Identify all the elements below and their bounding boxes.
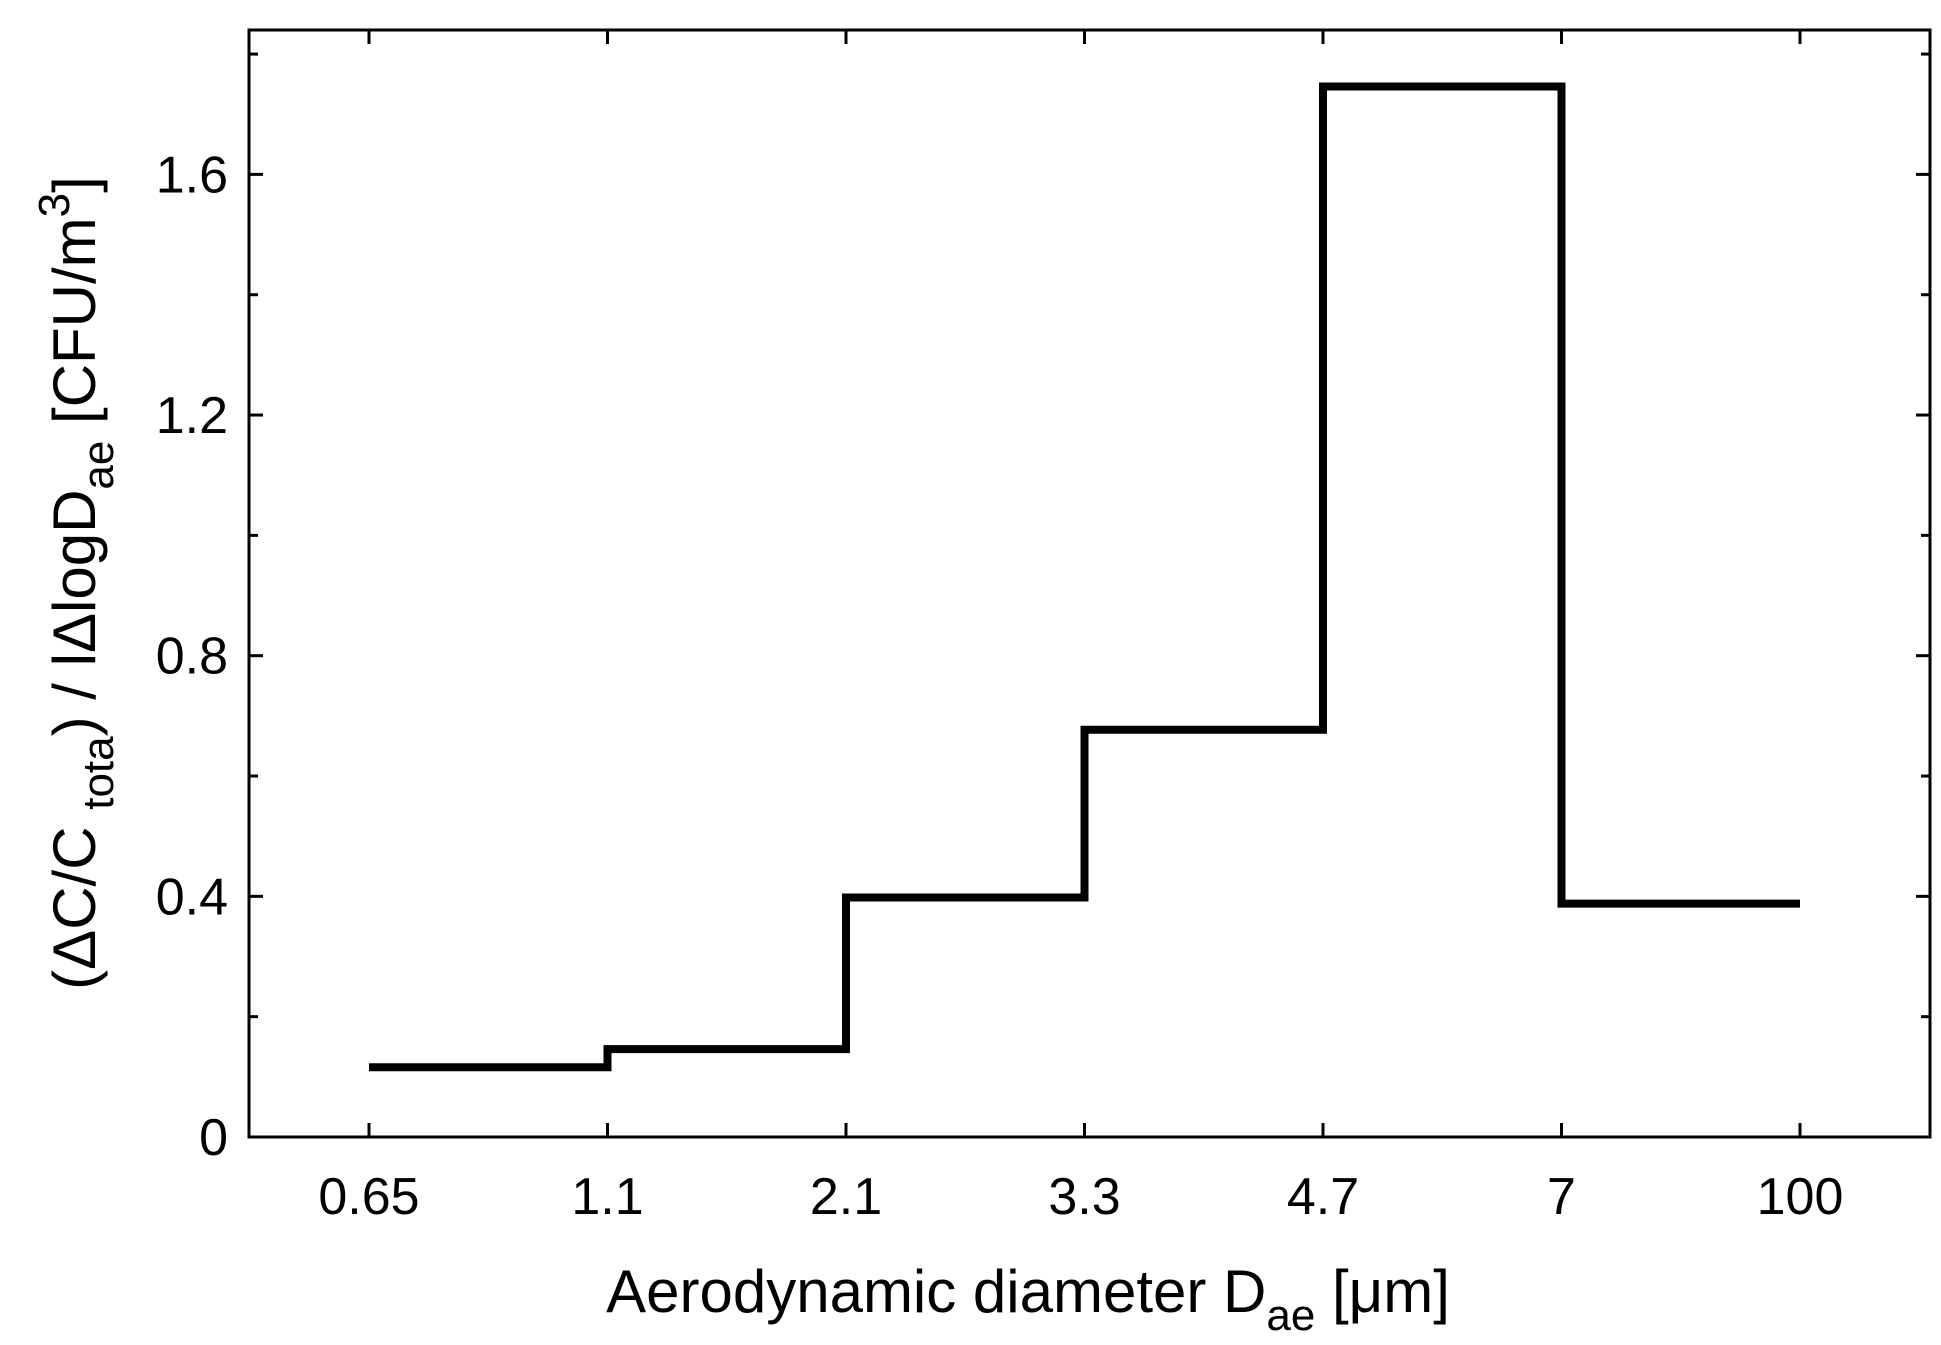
- x-tick-label: 3.3: [1048, 1168, 1120, 1226]
- x-tick-label: 1.1: [571, 1168, 643, 1226]
- step-series-line: [369, 82, 1800, 1072]
- x-tick-label: 4.7: [1287, 1168, 1359, 1226]
- x-tick-label: 100: [1757, 1168, 1844, 1226]
- y-tick-label: 1.6: [156, 146, 228, 204]
- y-tick-label: 0: [199, 1109, 228, 1167]
- x-tick-labels: 0.65 1.1 2.1 3.3 4.7 7 100: [318, 1168, 1843, 1226]
- x-axis-label: Aerodynamic diameter Dae [μm]: [606, 1258, 1450, 1340]
- y-ticks: [249, 52, 1930, 1139]
- y-axis-label: (ΔC/C tota) / lΔlogDae [CFU/m3]: [30, 176, 123, 990]
- plot-frame: [247, 28, 1932, 1139]
- x-ticks: [367, 30, 1802, 1137]
- y-tick-label: 0.8: [156, 628, 228, 686]
- x-tick-label: 2.1: [810, 1168, 882, 1226]
- x-tick-label: 7: [1547, 1168, 1576, 1226]
- y-tick-labels: 0 0.4 0.8 1.2 1.6: [156, 146, 228, 1167]
- x-tick-label: 0.65: [318, 1168, 419, 1226]
- y-tick-label: 0.4: [156, 868, 228, 926]
- y-tick-label: 1.2: [156, 387, 228, 445]
